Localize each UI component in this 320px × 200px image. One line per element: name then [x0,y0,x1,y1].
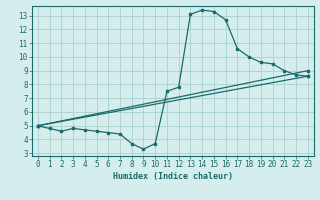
X-axis label: Humidex (Indice chaleur): Humidex (Indice chaleur) [113,172,233,181]
